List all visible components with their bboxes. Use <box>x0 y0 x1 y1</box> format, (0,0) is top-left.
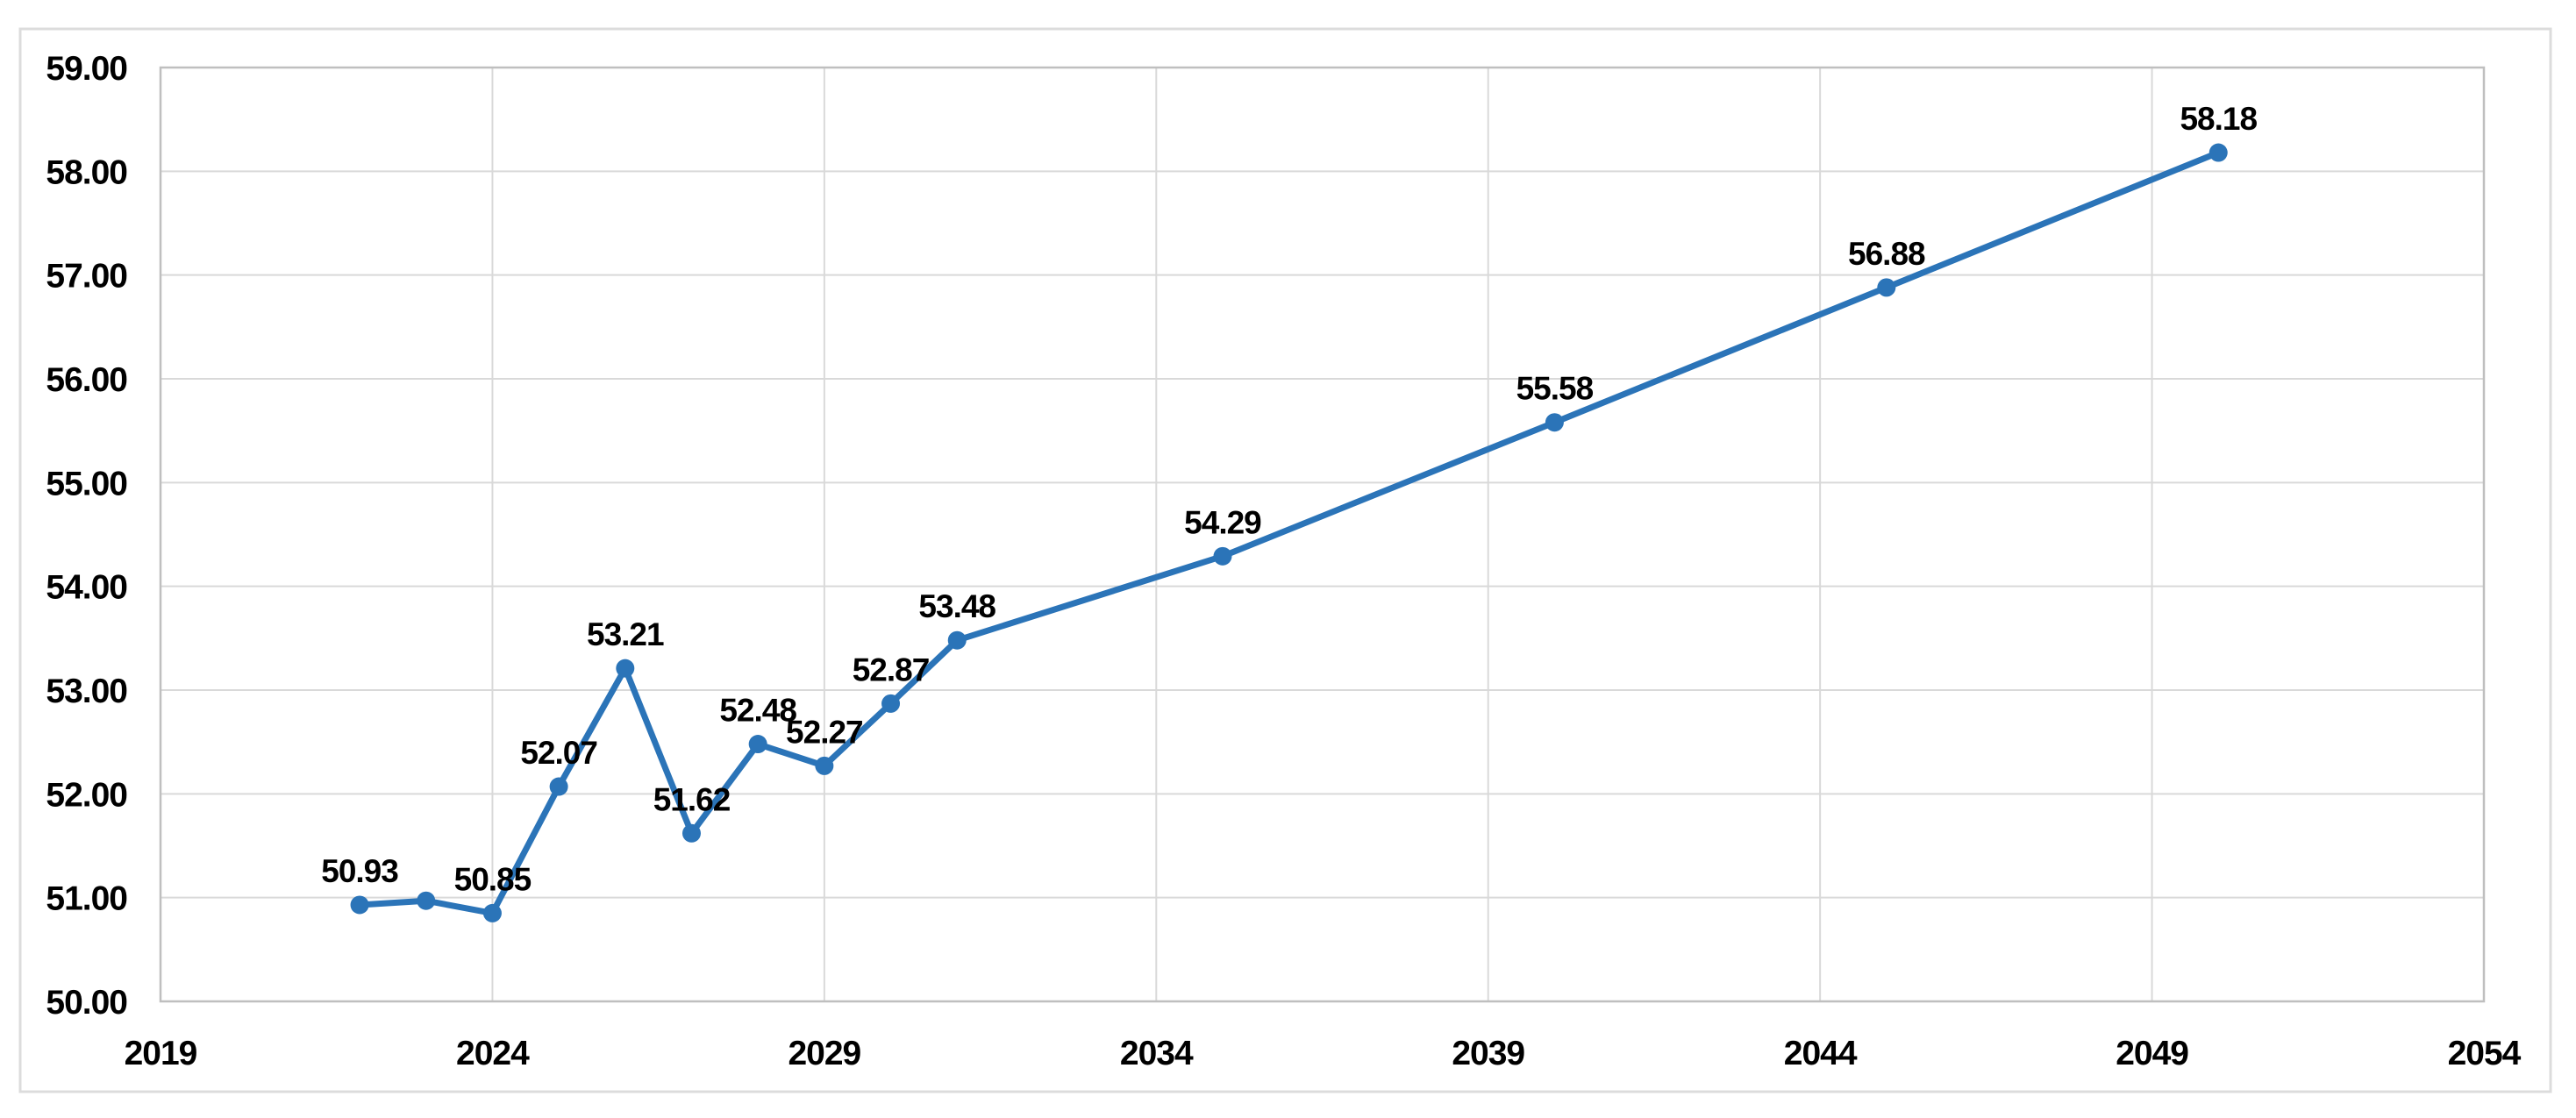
data-point-marker <box>1877 278 1896 297</box>
y-axis-tick-label: 52.00 <box>46 776 127 814</box>
data-point-marker <box>815 756 834 775</box>
data-point-label: 51.62 <box>653 781 731 817</box>
y-axis-tick-label: 50.00 <box>46 984 127 1022</box>
data-point-marker <box>681 823 701 843</box>
data-point-label: 54.29 <box>1184 504 1261 540</box>
data-point-label: 52.27 <box>786 714 863 750</box>
data-point-marker <box>417 891 436 910</box>
data-point-label: 58.18 <box>2180 101 2257 137</box>
y-axis-tick-label: 57.00 <box>46 258 127 296</box>
data-point-marker <box>350 895 369 915</box>
data-point-label: 52.48 <box>719 693 796 729</box>
data-point-label: 53.48 <box>918 588 995 624</box>
data-point-label: 52.07 <box>520 735 597 771</box>
y-axis-tick-label: 55.00 <box>46 465 127 502</box>
series-line <box>356 149 2222 916</box>
chart-frame <box>18 27 2552 1093</box>
data-point-marker <box>616 659 635 678</box>
y-axis-tick-label: 54.00 <box>46 569 127 607</box>
data-point-marker <box>947 630 967 650</box>
x-axis-tick-label: 2054 <box>2448 1035 2522 1072</box>
data-point-label: 52.87 <box>853 652 930 687</box>
x-axis-tick-label: 2049 <box>2116 1035 2188 1072</box>
data-point-label: 50.93 <box>321 853 398 889</box>
data-point-marker <box>748 735 767 754</box>
y-axis-tick-label: 53.00 <box>46 673 127 710</box>
data-point-marker <box>549 777 568 796</box>
y-axis-tick-label: 56.00 <box>46 361 127 399</box>
data-point-label: 55.58 <box>1516 371 1594 407</box>
data-point-label: 53.21 <box>587 616 664 652</box>
data-point-label: 56.88 <box>1848 236 1925 272</box>
x-axis-tick-label: 2034 <box>1120 1035 1194 1072</box>
data-point-marker <box>482 903 502 922</box>
x-axis-tick-label: 2029 <box>788 1035 860 1072</box>
data-point-marker <box>1213 546 1232 566</box>
data-point-marker <box>881 694 901 713</box>
y-axis-tick-label: 58.00 <box>46 153 127 191</box>
data-point-marker <box>2209 143 2228 162</box>
data-point-label: 50.85 <box>454 861 532 897</box>
x-axis-tick-label: 2019 <box>125 1035 197 1072</box>
y-axis-tick-label: 51.00 <box>46 880 127 918</box>
x-axis-tick-label: 2039 <box>1452 1035 1524 1072</box>
y-axis-tick-label: 59.00 <box>46 50 127 88</box>
data-point-marker <box>1545 413 1564 432</box>
x-axis-tick-label: 2024 <box>456 1035 530 1072</box>
x-axis-tick-label: 2044 <box>1784 1035 1858 1072</box>
plot-border <box>159 66 2486 1003</box>
